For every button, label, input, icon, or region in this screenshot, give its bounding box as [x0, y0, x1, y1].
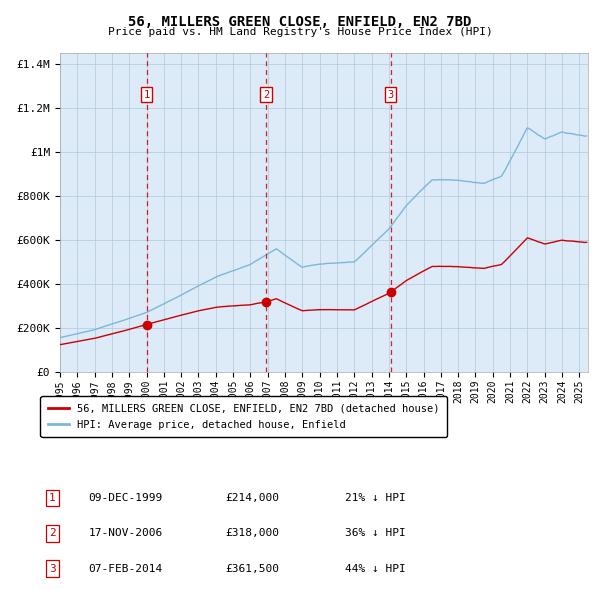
- Text: £214,000: £214,000: [226, 493, 279, 503]
- Text: 07-FEB-2014: 07-FEB-2014: [89, 564, 163, 573]
- Text: £361,500: £361,500: [226, 564, 279, 573]
- Text: 2: 2: [263, 90, 269, 100]
- Text: 3: 3: [388, 90, 394, 100]
- Text: 1: 1: [143, 90, 149, 100]
- Text: 17-NOV-2006: 17-NOV-2006: [89, 529, 163, 538]
- Text: Price paid vs. HM Land Registry's House Price Index (HPI): Price paid vs. HM Land Registry's House …: [107, 27, 493, 37]
- Text: 36% ↓ HPI: 36% ↓ HPI: [345, 529, 406, 538]
- Text: 21% ↓ HPI: 21% ↓ HPI: [345, 493, 406, 503]
- Text: £318,000: £318,000: [226, 529, 279, 538]
- Text: 56, MILLERS GREEN CLOSE, ENFIELD, EN2 7BD: 56, MILLERS GREEN CLOSE, ENFIELD, EN2 7B…: [128, 15, 472, 29]
- Text: 2: 2: [49, 529, 56, 538]
- Legend: 56, MILLERS GREEN CLOSE, ENFIELD, EN2 7BD (detached house), HPI: Average price, : 56, MILLERS GREEN CLOSE, ENFIELD, EN2 7B…: [40, 396, 447, 437]
- Text: 3: 3: [49, 564, 56, 573]
- Text: 1: 1: [49, 493, 56, 503]
- Text: 44% ↓ HPI: 44% ↓ HPI: [345, 564, 406, 573]
- Text: 09-DEC-1999: 09-DEC-1999: [89, 493, 163, 503]
